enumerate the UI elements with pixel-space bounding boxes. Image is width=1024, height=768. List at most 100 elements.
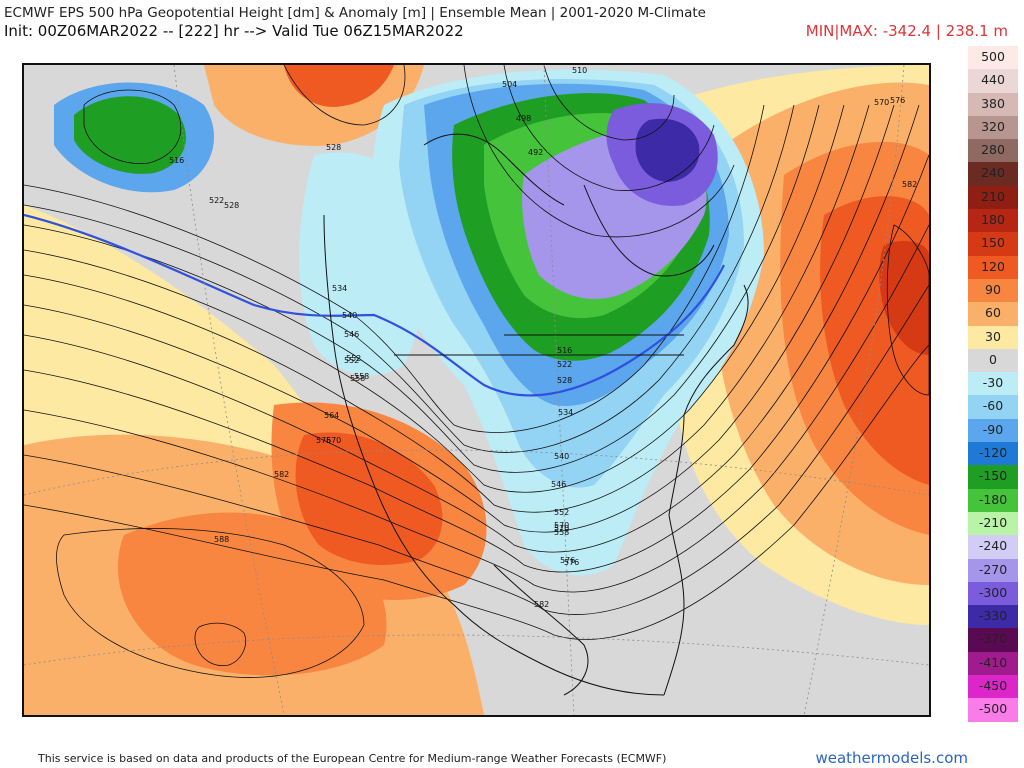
contour-label: 534 [332, 284, 347, 293]
legend-level: -450 [968, 675, 1018, 699]
legend-level: -30 [968, 372, 1018, 396]
legend-label: -450 [978, 678, 1008, 694]
graticule [24, 65, 929, 715]
legend-level: -330 [968, 605, 1018, 629]
legend-level: -180 [968, 488, 1018, 512]
legend-label: -90 [982, 421, 1004, 437]
legend-swatch [968, 348, 1018, 373]
legend-swatch [968, 488, 1018, 512]
contour-label: 570 [554, 521, 569, 530]
legend-swatch [968, 255, 1018, 279]
forecast-map: 504 510 498 492 516 522 528 534 540 546 … [22, 63, 931, 717]
anomaly-hudson-core [635, 118, 700, 182]
legend-swatch [968, 278, 1018, 303]
legend-label: 380 [981, 95, 1005, 111]
coastlines [323, 133, 749, 696]
legend-level: 210 [968, 185, 1018, 210]
legend-swatch [968, 162, 1018, 186]
legend-level: 150 [968, 232, 1018, 256]
legend-swatch [968, 535, 1018, 559]
legend-swatch [968, 605, 1018, 629]
anomaly-color-legend: 500 440 380 320 280 240 210 180 150 120 90 60 30 0 -30… [968, 46, 1018, 722]
contour-label: 582 [274, 470, 289, 479]
contour-label: 588 [214, 535, 229, 544]
anomaly-atlantic-core [879, 240, 929, 355]
legend-level: 500 [968, 46, 1018, 70]
legend-level: -270 [968, 558, 1018, 582]
legend-label: -30 [982, 375, 1004, 391]
contour-label: 552 [344, 356, 359, 365]
legend-level: 90 [968, 278, 1018, 303]
legend-level: 240 [968, 162, 1018, 186]
legend-level: 440 [968, 69, 1018, 93]
contour-label: 522 [209, 196, 224, 205]
legend-level: -370 [968, 628, 1018, 652]
contour-label: 558 [554, 528, 569, 537]
legend-label: -330 [978, 608, 1008, 624]
legend-level: 320 [968, 115, 1018, 140]
legend-label: 180 [981, 212, 1005, 228]
attribution-text: This service is based on data and produc… [38, 752, 667, 765]
contour-label: 582 [902, 180, 917, 189]
anomaly-aleutian-core [284, 65, 394, 107]
legend-swatch [968, 698, 1018, 722]
legend-label: -120 [978, 445, 1008, 461]
contour-label: 534 [558, 408, 573, 417]
legend-swatch [968, 651, 1018, 676]
contour-labels: 504 510 498 492 516 522 528 534 540 546 … [169, 66, 917, 609]
contour-label: 576 [560, 556, 575, 565]
legend-level: 60 [968, 302, 1018, 326]
legend-level: 120 [968, 255, 1018, 279]
legend-label: -300 [978, 584, 1008, 600]
legend-label: 60 [985, 305, 1001, 321]
contour-label: 540 [342, 311, 357, 320]
legend-label: 120 [981, 258, 1005, 274]
brand-link[interactable]: weathermodels.com [815, 749, 968, 767]
contour-label: 522 [557, 360, 572, 369]
legend-label: 440 [981, 72, 1005, 88]
legend-swatch [968, 92, 1018, 116]
legend-swatch [968, 325, 1018, 349]
legend-swatch [968, 46, 1018, 70]
contour-label: 492 [528, 148, 543, 157]
legend-label: -500 [978, 701, 1008, 717]
legend-swatch [968, 185, 1018, 210]
contour-label: 528 [557, 376, 572, 385]
contour-label: 564 [324, 411, 339, 420]
legend-label: -180 [978, 491, 1008, 507]
legend-swatch [968, 395, 1018, 419]
legend-level: 280 [968, 139, 1018, 163]
contour-label: 570 [874, 98, 889, 107]
legend-swatch [968, 675, 1018, 699]
legend-label: 210 [981, 188, 1005, 204]
contour-label: 540 [554, 452, 569, 461]
legend-swatch [968, 511, 1018, 536]
legend-label: 280 [981, 142, 1005, 158]
legend-level: -240 [968, 535, 1018, 559]
contour-label: 546 [344, 330, 359, 339]
legend-level: 0 [968, 348, 1018, 373]
legend-swatch [968, 232, 1018, 256]
legend-level: -410 [968, 651, 1018, 676]
contour-label: 576 [890, 96, 905, 105]
legend-level: -500 [968, 698, 1018, 722]
legend-level: 180 [968, 209, 1018, 233]
legend-swatch [968, 418, 1018, 443]
legend-swatch [968, 115, 1018, 140]
legend-swatch [968, 69, 1018, 93]
map-title: ECMWF EPS 500 hPa Geopotential Height [d… [4, 5, 706, 21]
540-dm-contour [24, 213, 725, 397]
legend-level: 30 [968, 325, 1018, 349]
contour-label: 552 [346, 354, 361, 363]
contour-label: 576 [316, 436, 331, 445]
contour-label: 528 [224, 201, 239, 210]
legend-label: -370 [978, 631, 1008, 647]
legend-label: 30 [985, 328, 1001, 344]
contour-label: 582 [534, 600, 549, 609]
legend-swatch [968, 442, 1018, 466]
legend-label: 150 [981, 235, 1005, 251]
legend-level: -150 [968, 465, 1018, 489]
contour-label: 510 [572, 66, 587, 75]
contour-label: 570 [326, 436, 341, 445]
min-max-readout: MIN|MAX: -342.4 | 238.1 m [805, 22, 1008, 40]
